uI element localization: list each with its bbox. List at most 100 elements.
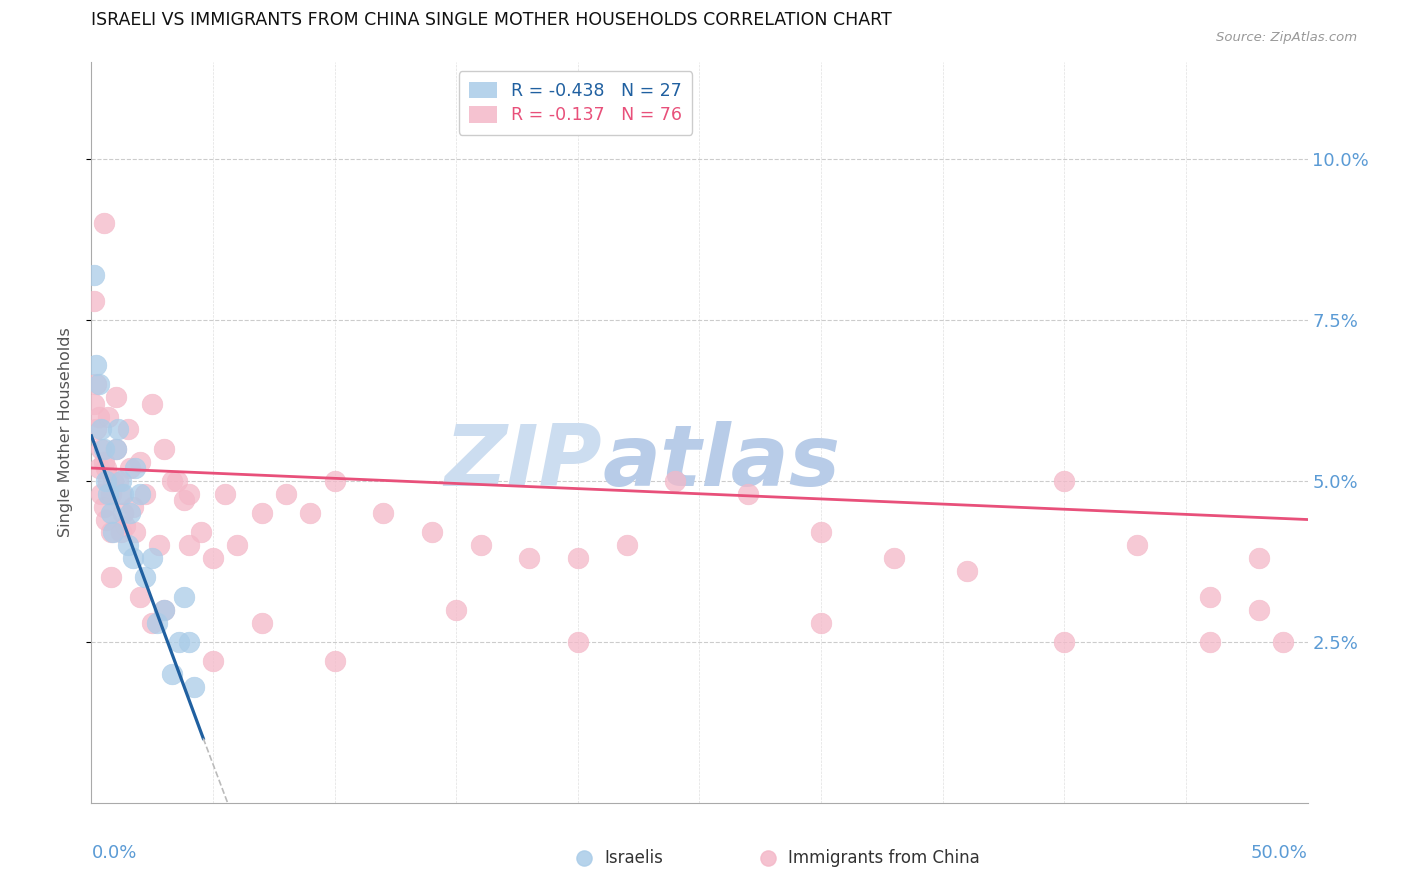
Text: 0.0%: 0.0% [91,844,136,862]
Point [90,442,112,456]
Point [104,442,127,456]
Point [110,474,132,488]
Point [1053,474,1076,488]
Text: ZIP: ZIP [444,421,602,504]
Point [111,506,134,520]
Point [1247,602,1270,616]
Point [111,487,134,501]
Point [323,474,346,488]
Point [299,506,322,520]
Point [134,570,156,584]
Point [420,525,443,540]
Point [1247,551,1270,566]
Point [129,590,152,604]
Point [117,422,139,436]
Point [134,487,156,501]
Point [100,487,122,501]
Point [177,487,200,501]
Point [87,409,110,424]
Point [810,525,832,540]
Legend: R = -0.438   N = 27, R = -0.137   N = 76: R = -0.438 N = 27, R = -0.137 N = 76 [458,71,692,135]
Point [83,293,105,308]
Point [190,525,212,540]
Point [121,551,143,566]
Point [90,422,112,436]
Point [444,602,467,616]
Point [103,474,125,488]
Point [97,474,120,488]
Text: Israelis: Israelis [605,849,664,867]
Point [202,654,225,668]
Point [114,519,136,533]
Point [202,551,225,566]
Point [107,474,129,488]
Text: Immigrants from China: Immigrants from China [789,849,980,867]
Point [84,422,107,436]
Point [110,487,132,501]
Point [173,590,195,604]
Point [104,390,127,404]
Text: 50.0%: 50.0% [1251,844,1308,862]
Point [141,397,163,411]
Point [84,358,107,372]
Point [120,461,142,475]
Point [153,602,176,616]
Point [103,525,125,540]
Point [167,635,190,649]
Point [373,506,395,520]
Point [97,409,120,424]
Point [141,615,163,630]
Point [567,551,589,566]
Point [183,680,205,694]
Point [87,377,110,392]
Point [93,454,115,468]
Point [177,538,200,552]
Point [104,442,127,456]
Text: ISRAELI VS IMMIGRANTS FROM CHINA SINGLE MOTHER HOUSEHOLDS CORRELATION CHART: ISRAELI VS IMMIGRANTS FROM CHINA SINGLE … [91,11,893,29]
Point [160,667,183,681]
Point [120,506,142,520]
Point [166,474,188,488]
Point [323,654,346,668]
Point [214,487,236,501]
Point [100,525,122,540]
Point [117,538,139,552]
Point [100,570,122,584]
Point [173,493,195,508]
Y-axis label: Single Mother Households: Single Mother Households [58,327,73,538]
Point [93,442,115,456]
Point [1053,635,1076,649]
Point [226,538,249,552]
Point [90,487,112,501]
Point [94,474,117,488]
Point [121,500,143,514]
Point [160,474,183,488]
Point [129,454,152,468]
Point [153,442,176,456]
Point [1199,635,1222,649]
Point [83,397,105,411]
Point [110,525,132,540]
Point [107,422,129,436]
Point [141,551,163,566]
Point [956,564,979,578]
Point [664,474,686,488]
Point [87,461,110,475]
Point [93,216,115,230]
Point [93,500,115,514]
Point [146,615,169,630]
Point [616,538,638,552]
Point [567,635,589,649]
Point [148,538,170,552]
Point [177,635,200,649]
Point [737,487,759,501]
Point [94,461,117,475]
Point [1126,538,1149,552]
Text: Source: ZipAtlas.com: Source: ZipAtlas.com [1216,31,1357,45]
Point [83,268,105,282]
Point [129,487,152,501]
Point [94,512,117,526]
Point [883,551,905,566]
Point [153,602,176,616]
Point [1272,635,1295,649]
